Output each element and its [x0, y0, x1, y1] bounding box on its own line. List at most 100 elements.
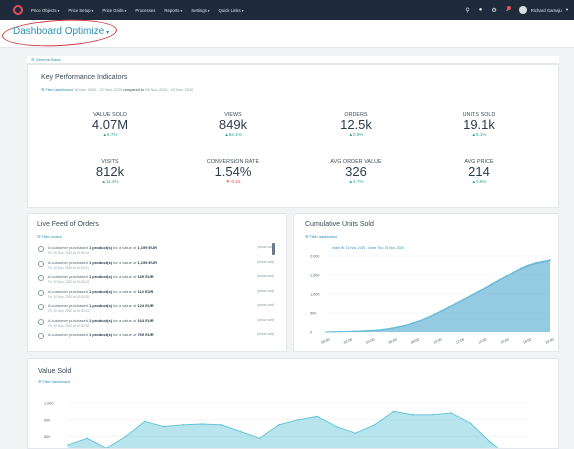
filter-icon: ☰ [305, 235, 309, 239]
order-row: A customer purchased 1 product(s) for a … [38, 274, 274, 286]
data-point [361, 330, 363, 332]
data-point [469, 422, 472, 424]
value-area [68, 411, 498, 448]
order-row: A customer purchased 1 product(s) for a … [38, 303, 274, 315]
nav-reports[interactable]: Reports▾ [164, 7, 183, 13]
order-description: A customer purchased 1 product(s) for a … [48, 317, 154, 323]
show-cart-link[interactable]: (show cart) [257, 274, 274, 278]
kpi-conversion-rate: CONVERSION RATE 1.54% ▼-0.16 [206, 159, 260, 184]
data-point [419, 319, 421, 322]
x-tick-label: 04:00 [365, 337, 375, 344]
data-point [346, 330, 349, 333]
live-feed-card: Live Feed of Orders ☰ Filter orders A cu… [27, 213, 287, 352]
data-point [105, 447, 108, 448]
show-cart-link[interactable]: (show cart) [257, 245, 274, 249]
data-point [488, 440, 491, 443]
data-point [412, 322, 414, 324]
kpi-views: VIEWS 849k ▲82.1% [218, 112, 248, 137]
search-icon[interactable]: ⚲ [465, 7, 470, 14]
x-tick-label: 18:00 [522, 337, 532, 344]
y-tick-label: 900 [44, 418, 50, 422]
order-row: A customer purchased 1 product(s) for a … [38, 260, 274, 272]
x-tick-label: 12:00 [455, 337, 465, 344]
nav-quick-links[interactable]: Quick Links▾ [218, 7, 244, 13]
chevron-down-icon: ▾ [106, 30, 110, 36]
app-logo-icon[interactable] [13, 5, 23, 15]
x-tick-label: 00:00 [321, 337, 331, 344]
dashboard-selector[interactable]: Dashboard Optimize ▾ [13, 26, 109, 37]
data-point [278, 424, 280, 426]
top-navigation-bar: Price Objects▾ Price Setup▾ Price Grids▾… [0, 0, 574, 20]
kpi-value-sold: VALUE SOLD 4.07M ▲5.7% [91, 112, 129, 137]
series-area-current [326, 259, 550, 332]
customer-icon [38, 260, 44, 267]
data-point [368, 329, 371, 332]
nav-settings[interactable]: Settings▾ [191, 7, 210, 13]
chevron-down-icon: ▾ [207, 8, 210, 13]
avatar[interactable] [518, 6, 527, 14]
data-point [67, 444, 69, 446]
customer-icon [38, 333, 44, 339]
data-point [484, 287, 486, 289]
order-timestamp: Fri, 20 Nov, 2020 at 10:56:14 [48, 251, 90, 255]
help-icon[interactable]: ● [478, 7, 483, 13]
data-point [124, 435, 127, 438]
cumulative-units-card: Cumulative Units Sold ☰ Filter dashboard… [293, 213, 559, 352]
cumulative-units-chart: Index W: 16 Nov, 2020 - Index Thu: 19 No… [310, 246, 555, 345]
chevron-down-icon: ▾ [57, 8, 60, 13]
nav-price-objects[interactable]: Price Objects▾ [31, 7, 60, 13]
show-cart-link[interactable]: (show cart) [257, 303, 274, 307]
top-right-tools: ⚲ ● ⚙ ♪ Richard Gamaju ▾ [456, 0, 568, 20]
data-point [412, 413, 414, 416]
order-timestamp: Fri, 20 Nov, 2020 at 10:53:31 [48, 265, 90, 270]
notification-bell-icon[interactable]: ♪ [505, 6, 511, 13]
data-point [433, 313, 436, 315]
show-cart-link[interactable]: (show cart) [257, 317, 274, 322]
data-point [397, 325, 399, 328]
y-tick-label: 1,500 [310, 274, 320, 278]
customer-icon [38, 289, 44, 296]
order-description: A customer purchased 1 product(s) for a … [48, 245, 158, 250]
data-point [86, 437, 88, 440]
y-tick-label: 2,000 [310, 255, 320, 259]
show-cart-link[interactable]: (show cart) [257, 332, 274, 336]
nav-price-grids[interactable]: Price Grids▾ [102, 7, 127, 13]
x-tick-label: 20:00 [545, 337, 555, 344]
data-point [505, 275, 508, 277]
nav-price-setup[interactable]: Price Setup▾ [68, 7, 94, 13]
gear-icon[interactable]: ⚙ [491, 7, 497, 14]
kpi-filter-link[interactable]: ☰ Filter dashboard 16 Nov, 2020 - 22 Nov… [41, 88, 194, 92]
data-point [258, 437, 261, 440]
order-description: A customer purchased 1 product(s) for a … [48, 303, 154, 308]
nav-processes[interactable]: Processes [135, 7, 156, 13]
value-filter-link[interactable]: ☰ Filter dashboard [38, 380, 70, 384]
page-title: Dashboard Optimize [13, 26, 105, 37]
kpi-visits: VISITS 812k ▲11.4% [95, 159, 125, 184]
data-point [201, 423, 203, 425]
data-point [143, 420, 146, 423]
units-filter-link[interactable]: ☰ Filter dashboard [305, 235, 337, 239]
show-cart-link[interactable]: (show cart) [257, 288, 274, 293]
user-name[interactable]: Richard Gamaju [530, 7, 562, 13]
order-row: A customer purchased 1 product(s) for a … [38, 289, 274, 301]
order-row: A customer purchased 1 product(s) for a … [38, 318, 274, 330]
y-tick-label: 0 [310, 331, 312, 335]
user-menu-chevron-icon[interactable]: ▾ [565, 7, 568, 12]
order-timestamp: Fri, 20 Nov, 2020 at 10:52:59 [48, 323, 90, 328]
chevron-down-icon: ▾ [91, 8, 94, 13]
data-point [534, 262, 537, 264]
value-sold-title: Value Sold [38, 368, 72, 375]
y-tick-label: 800 [44, 435, 50, 439]
order-row: A customer purchased 1 product(s) for a … [38, 332, 274, 344]
data-point [440, 310, 443, 312]
value-sold-chart: 1,000 900 800 [44, 402, 528, 448]
kpi-card-title: Key Performance Indicators [41, 74, 128, 81]
y-tick-label: 500 [310, 312, 316, 316]
tab-general-basis[interactable]: ☰ General Basis [31, 57, 61, 62]
data-point [431, 413, 433, 416]
data-point [549, 259, 551, 261]
filter-orders-link[interactable]: ☰ Filter orders [37, 235, 62, 239]
show-cart-link[interactable]: (show cart) [257, 259, 274, 264]
kpi-avg-order-value: AVG ORDER VALUE 326 ▲4.7% [330, 159, 382, 184]
orders-scrollbar[interactable] [272, 243, 275, 255]
